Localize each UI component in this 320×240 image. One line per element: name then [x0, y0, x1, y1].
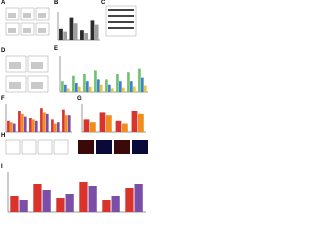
bar [43, 112, 46, 132]
bar [141, 77, 144, 92]
bar [54, 123, 57, 132]
bar [69, 17, 74, 40]
bar [121, 87, 125, 92]
bar [99, 84, 103, 92]
panel-label: G [77, 96, 82, 102]
bar [66, 88, 70, 92]
bar [18, 111, 21, 132]
bar [138, 68, 141, 92]
bar [51, 119, 54, 132]
bar [10, 122, 13, 132]
bar [10, 196, 19, 212]
bar [72, 75, 75, 92]
bar [33, 184, 42, 212]
bar [115, 120, 122, 132]
bar [42, 190, 51, 212]
bar [83, 74, 86, 92]
figure: A B C D E F G H I [1, 0, 148, 213]
bar [63, 31, 68, 40]
bar [61, 81, 64, 92]
bar [119, 81, 122, 92]
bar [80, 30, 84, 40]
bar [86, 81, 89, 92]
bar [88, 86, 92, 92]
panel-label: I [1, 164, 3, 170]
bar [111, 196, 120, 212]
bar [130, 81, 133, 92]
bar [105, 79, 108, 92]
bar [102, 200, 111, 212]
bar [56, 122, 60, 132]
bar [138, 113, 144, 132]
bar [122, 123, 128, 132]
bar [143, 85, 147, 92]
bar [125, 188, 134, 212]
bar [99, 112, 106, 132]
panel-label: B [54, 0, 59, 6]
images-h [5, 139, 148, 155]
bar [84, 33, 89, 40]
panel-label: E [54, 46, 58, 52]
bar [94, 24, 99, 40]
bar [83, 119, 90, 132]
bar [12, 123, 16, 132]
bar [90, 122, 96, 132]
bar [88, 186, 97, 212]
bar [40, 108, 43, 132]
panel-label: D [1, 48, 6, 54]
bar [62, 109, 65, 132]
bar [94, 70, 97, 92]
bar [73, 23, 78, 40]
bar [97, 79, 100, 92]
bar [19, 200, 28, 212]
bar [106, 115, 112, 132]
bar [34, 120, 38, 132]
bar [110, 88, 114, 92]
bar [65, 115, 68, 132]
bar [131, 111, 138, 132]
bar [23, 116, 27, 132]
bar [132, 86, 136, 92]
bar [56, 198, 65, 212]
bar [79, 182, 88, 212]
bar [32, 119, 35, 132]
flow-plots-a [5, 7, 50, 36]
bar [59, 28, 63, 40]
panel-label: C [101, 0, 106, 6]
panel-label: F [1, 96, 5, 102]
bar [134, 184, 143, 212]
western-blot-c [105, 5, 137, 37]
bar [45, 113, 49, 132]
bar [90, 20, 95, 40]
bar [67, 115, 71, 132]
panel-label: A [1, 0, 6, 6]
bar [116, 74, 119, 92]
bar [65, 194, 74, 212]
bar [75, 83, 78, 92]
bar [108, 84, 111, 92]
bar [77, 86, 81, 92]
bar [21, 113, 24, 132]
bar [29, 118, 32, 132]
bar [64, 84, 67, 92]
bar [127, 72, 130, 92]
bar [7, 120, 10, 132]
flow-plots-d [5, 55, 49, 93]
panel-label: H [1, 133, 5, 139]
